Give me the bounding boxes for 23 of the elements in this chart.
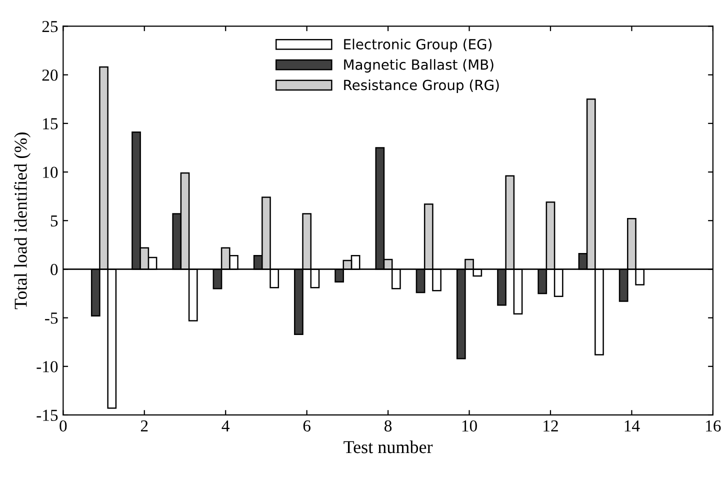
y-tick-label: -15 — [36, 410, 58, 421]
y-tick-label: -5 — [45, 312, 58, 324]
x-tick-label: 4 — [222, 420, 230, 432]
legend-label: Magnetic Ballast (MB) — [344, 59, 494, 73]
y-tick-label: 15 — [43, 118, 58, 130]
legend-label: Electronic Group (EG) — [344, 38, 492, 52]
x-tick-label: 2 — [140, 420, 148, 432]
x-tick-label: 0 — [60, 420, 67, 432]
x-tick-label: 6 — [303, 420, 310, 432]
x-tick-label: 14 — [624, 420, 640, 432]
y-tick-label: -10 — [36, 361, 58, 372]
x-tick-label: 12 — [544, 420, 558, 432]
x-axis-title: Test number — [344, 440, 433, 454]
y-tick-label: 20 — [42, 70, 58, 81]
x-tick-label: 10 — [462, 420, 477, 432]
y-tick-label: 5 — [50, 215, 58, 227]
legend-label: Resistance Group (RG) — [344, 80, 499, 93]
y-tick-label: 25 — [42, 20, 58, 32]
x-tick-label: 8 — [384, 420, 392, 432]
y-tick-label: 0 — [50, 264, 58, 276]
y-axis-title: Total load identified (%) — [14, 132, 31, 310]
y-tick-label: 10 — [43, 166, 58, 178]
x-tick-label: 16 — [706, 420, 721, 432]
